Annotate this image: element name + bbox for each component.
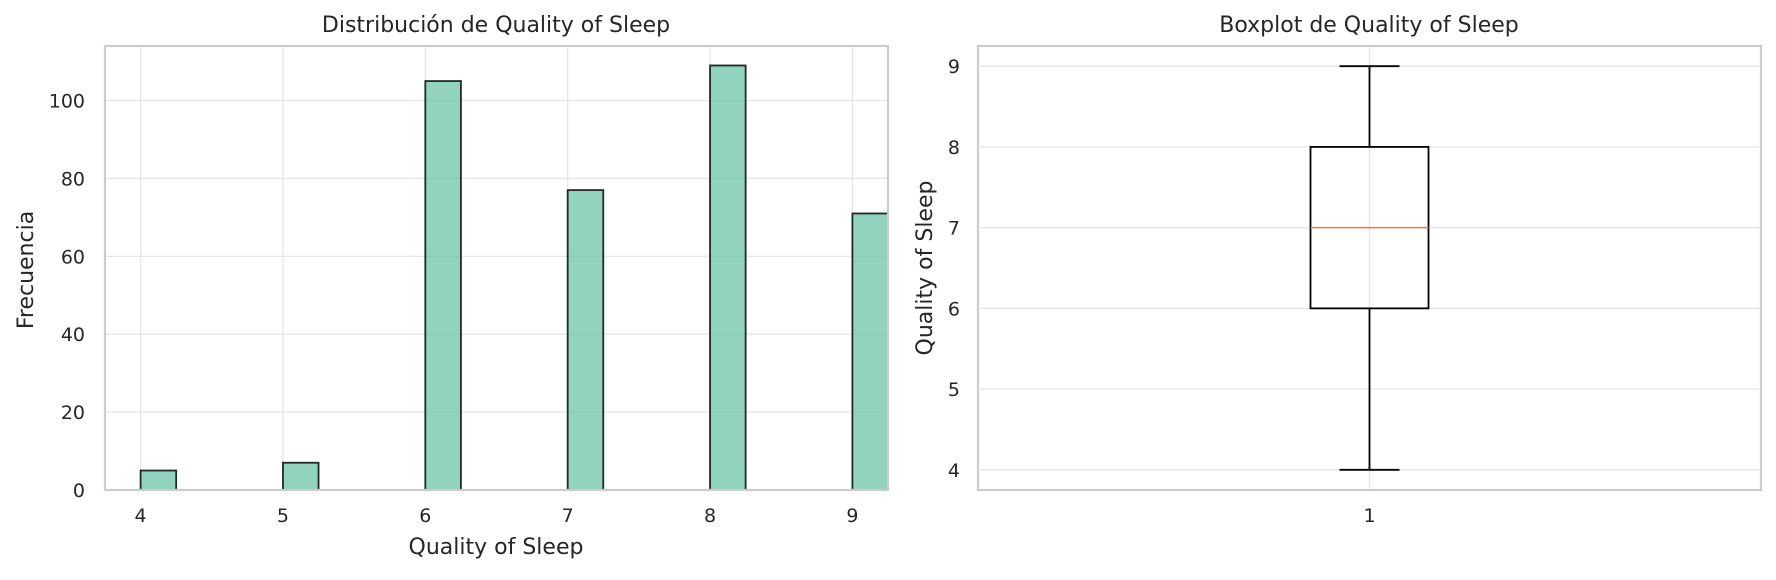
histogram-x-tick-label: 5 — [277, 505, 289, 527]
histogram-x-tick-label: 9 — [846, 505, 858, 527]
histogram-y-tick-label: 100 — [49, 91, 85, 113]
histogram-y-ticks: 0 20 40 60 80 100 — [49, 91, 85, 502]
histogram-x-tick-label: 7 — [562, 505, 574, 527]
boxplot-y-tick-label: 9 — [948, 56, 960, 78]
histogram-x-axis-label: Quality of Sleep — [409, 535, 584, 560]
histogram-gridlines — [105, 46, 888, 491]
histogram-panel: 4 5 6 7 8 9 0 20 40 60 80 100 Distribución de Qual… — [14, 13, 890, 560]
histogram-bar — [282, 461, 320, 491]
histogram-bar — [709, 64, 747, 491]
histogram-bar — [851, 212, 889, 491]
boxplot-x-tick-label: 1 — [1363, 505, 1375, 527]
boxplot-y-axis-label: Quality of Sleep — [913, 181, 938, 356]
boxplot-title: Boxplot de Quality of Sleep — [1219, 13, 1518, 38]
histogram-y-tick-label: 0 — [73, 480, 85, 502]
histogram-title: Distribución de Quality of Sleep — [322, 13, 670, 38]
boxplot-panel: 1 4 5 6 7 8 9 Boxplot de Quality of Sleep Qua… — [913, 13, 1763, 527]
boxplot-frame — [976, 44, 1763, 492]
histogram-bar — [139, 469, 178, 491]
histogram-x-tick-label: 6 — [419, 505, 431, 527]
boxplot-y-tick-label: 7 — [948, 218, 960, 240]
boxplot-y-tick-label: 6 — [948, 298, 960, 320]
boxplot-y-ticks: 4 5 6 7 8 9 — [948, 56, 960, 482]
histogram-y-tick-label: 40 — [61, 324, 85, 346]
boxplot-y-tick-label: 4 — [948, 460, 960, 482]
histogram-x-tick-label: 8 — [704, 505, 716, 527]
histogram-x-ticks: 4 5 6 7 8 9 — [135, 505, 859, 527]
histogram-y-axis-label: Frecuencia — [14, 211, 39, 329]
histogram-bars — [139, 64, 889, 491]
histogram-y-tick-label: 20 — [61, 402, 85, 424]
histogram-y-tick-label: 80 — [61, 168, 85, 190]
boxplot-x-ticks: 1 — [1363, 505, 1375, 527]
histogram-bar — [424, 80, 462, 491]
histogram-x-tick-label: 4 — [135, 505, 147, 527]
boxplot-y-tick-label: 5 — [948, 379, 960, 401]
histogram-frame — [103, 44, 890, 492]
histogram-bar — [566, 189, 605, 491]
histogram-y-tick-label: 60 — [61, 246, 85, 268]
boxplot-box-group — [1309, 65, 1430, 471]
boxplot-y-tick-label: 8 — [948, 137, 960, 159]
